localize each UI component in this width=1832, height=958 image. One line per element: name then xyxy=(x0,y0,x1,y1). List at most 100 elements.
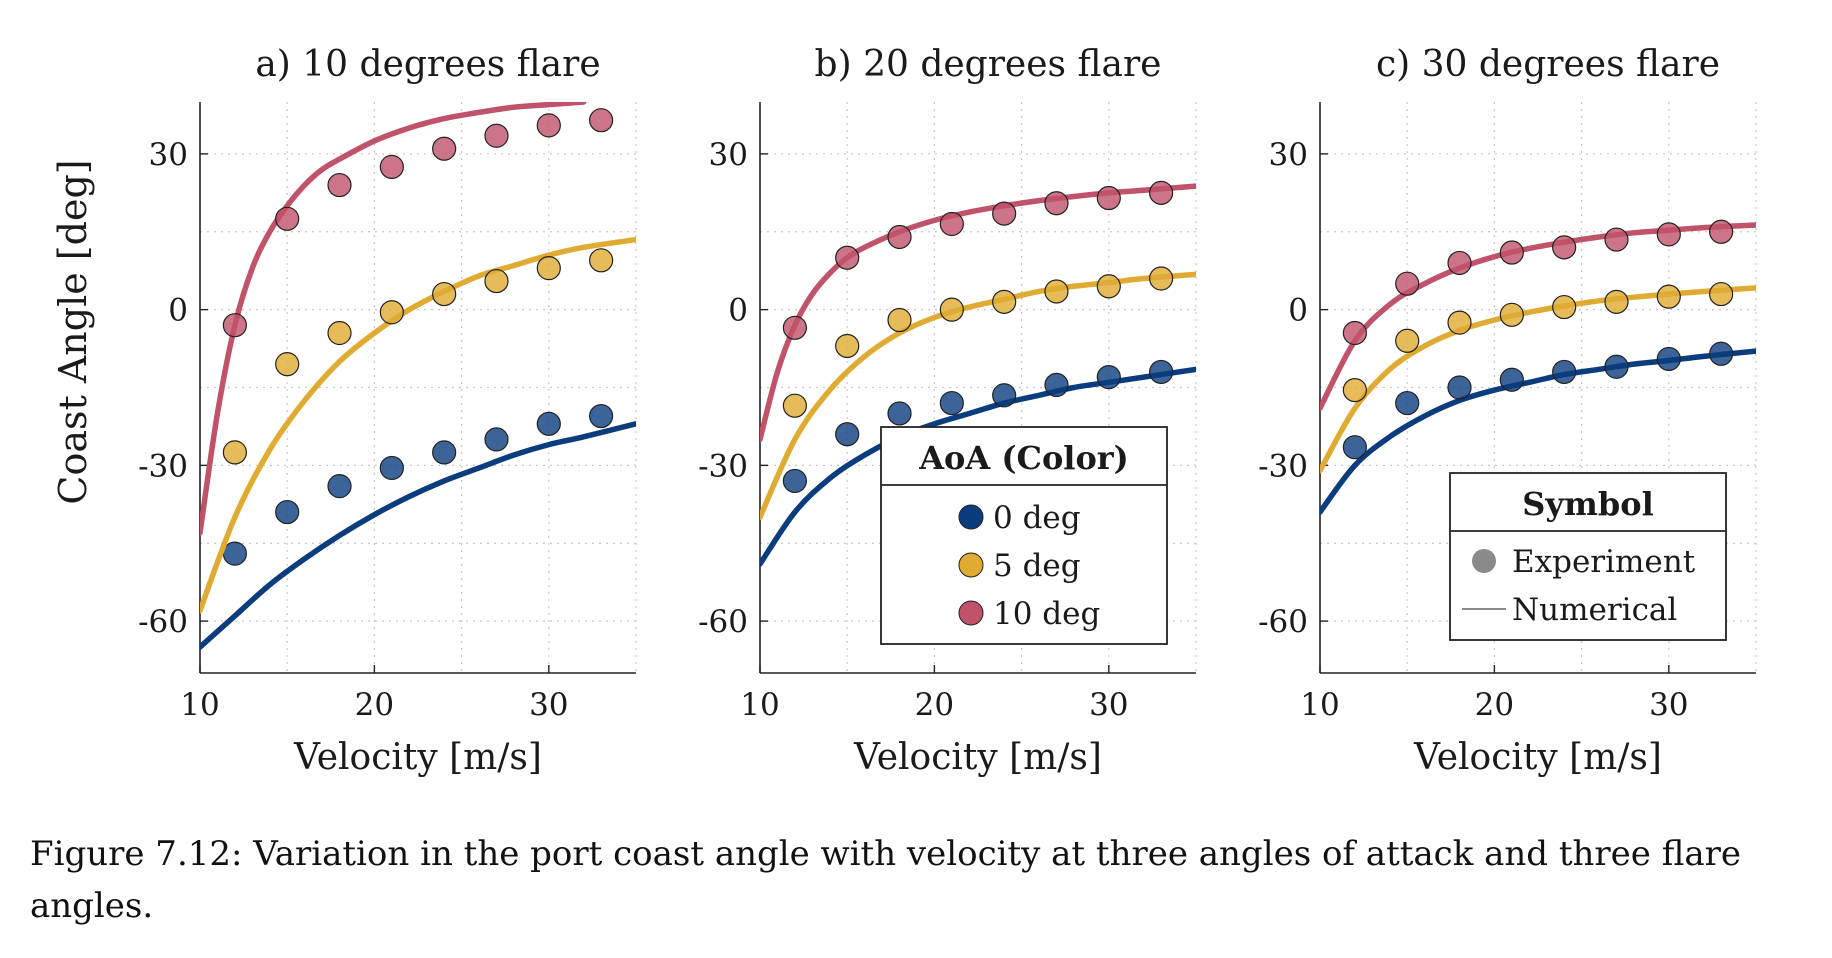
experiment-point xyxy=(1395,328,1420,353)
series-5-deg xyxy=(1320,281,1756,474)
series-10-deg xyxy=(760,180,1196,443)
experiment-point xyxy=(379,154,404,179)
y-tick-label: 0 xyxy=(1288,293,1308,329)
experiment-point xyxy=(1149,180,1174,205)
legend-box xyxy=(880,426,1168,645)
series-0-deg xyxy=(200,403,636,650)
y-tick-label: 0 xyxy=(168,293,188,329)
chart-panel-2: 10 20 30 -60 -30 0 30 b) 20 degrees flare Veloci… xyxy=(698,44,1197,778)
experiment-point xyxy=(992,201,1017,226)
experiment-point xyxy=(589,403,614,429)
experiment-point xyxy=(222,440,247,465)
legends: AoA (Color) 0 deg 5 deg 10 deg Symbol Experim… xyxy=(880,426,1727,645)
y-axis-label: Coast Angle [deg] xyxy=(51,159,95,504)
x-tick-label: 20 xyxy=(1475,687,1514,723)
series-10-deg xyxy=(1320,219,1756,412)
x-axis-label: Velocity [m/s] xyxy=(293,737,542,778)
experiment-point xyxy=(1656,346,1681,372)
y-tick-label: 30 xyxy=(709,137,748,173)
x-tick-label: 30 xyxy=(529,687,568,723)
experiment-point xyxy=(939,211,964,237)
experiment-point xyxy=(1044,372,1069,398)
experiment-point xyxy=(939,390,964,416)
legend-box xyxy=(1449,472,1727,641)
experiment-point xyxy=(1499,367,1524,392)
series-10-deg xyxy=(200,102,614,536)
x-axis-label: Velocity [m/s] xyxy=(1413,737,1662,778)
series-0-deg xyxy=(1320,341,1756,515)
experiment-point xyxy=(1342,435,1367,460)
experiment-point xyxy=(1342,377,1367,403)
experiment-point xyxy=(1447,375,1472,400)
experiment-point xyxy=(327,474,352,499)
chart-panels: 10 20 30 -60 -30 0 30 a) 10 degrees flare Veloci… xyxy=(138,44,1757,778)
experiment-point xyxy=(1149,266,1174,291)
experiment-point xyxy=(1096,365,1121,390)
x-tick-label: 10 xyxy=(180,687,219,723)
panel-title: a) 10 degrees flare xyxy=(255,44,600,85)
experiment-point xyxy=(432,136,457,161)
y-tick-label: -30 xyxy=(138,448,188,484)
experiment-point xyxy=(1604,227,1629,252)
experiment-point xyxy=(1709,219,1734,244)
legend-item-label: 0 deg xyxy=(993,500,1081,536)
experiment-point xyxy=(222,541,247,566)
legend-item-label: 10 deg xyxy=(993,596,1100,632)
series-5-deg xyxy=(200,236,636,614)
experiment-point xyxy=(484,268,509,294)
x-tick-label: 10 xyxy=(740,687,779,723)
experiment-point xyxy=(484,427,509,452)
experiment-point xyxy=(1552,359,1577,385)
experiment-point xyxy=(1709,281,1734,307)
legend-item-label: Experiment xyxy=(1512,544,1696,580)
experiment-point xyxy=(1096,185,1121,211)
experiment-point xyxy=(275,206,300,231)
y-tick-label: 30 xyxy=(149,137,188,173)
legend-color-swatch xyxy=(958,552,984,578)
experiment-point xyxy=(222,313,247,338)
numerical-curve xyxy=(200,421,636,650)
legend-color-swatch xyxy=(958,504,984,530)
experiment-point xyxy=(536,113,561,138)
series-0-deg xyxy=(760,359,1196,567)
experiment-point xyxy=(275,352,300,377)
x-tick-label: 30 xyxy=(1649,687,1688,723)
figure-caption: Figure 7.12: Variation in the port coast… xyxy=(30,834,1742,926)
experiment-point xyxy=(1604,354,1629,379)
experiment-point xyxy=(1709,341,1734,366)
experiment-point xyxy=(432,440,457,465)
experiment-point xyxy=(992,289,1017,314)
figure-canvas: Coast Angle [deg] 10 20 30 -60 -30 0 30 a) 10 d… xyxy=(51,44,1757,778)
experiment-point xyxy=(379,300,404,325)
experiment-point xyxy=(1044,279,1069,304)
x-tick-label: 30 xyxy=(1089,687,1128,723)
y-tick-label: -60 xyxy=(698,604,748,640)
x-axis-label: Velocity [m/s] xyxy=(853,737,1102,778)
y-tick-label: -30 xyxy=(1258,448,1308,484)
experiment-point xyxy=(1096,274,1121,299)
x-tick-label: 20 xyxy=(355,687,394,723)
numerical-curve xyxy=(200,236,636,614)
legend-title: AoA (Color) xyxy=(918,439,1129,477)
chart-panel-3: 10 20 30 -60 -30 0 30 c) 30 degrees flare Veloci… xyxy=(1258,44,1757,778)
y-tick-label: 0 xyxy=(728,293,748,329)
experiment-point xyxy=(1552,294,1577,320)
legend-item-label: Numerical xyxy=(1512,592,1677,628)
experiment-point xyxy=(536,256,561,281)
legend-aoa: AoA (Color) 0 deg 5 deg 10 deg xyxy=(880,426,1168,645)
experiment-point xyxy=(887,401,912,426)
experiment-point xyxy=(275,499,300,525)
y-tick-label: -30 xyxy=(698,448,748,484)
experiment-point xyxy=(1447,310,1472,335)
numerical-curve xyxy=(760,183,1196,443)
experiment-point xyxy=(1447,250,1472,276)
experiment-point xyxy=(1044,191,1069,216)
experiment-point xyxy=(887,307,912,333)
experiment-point xyxy=(589,248,614,273)
experiment-point xyxy=(1656,222,1681,247)
experiment-point xyxy=(327,172,352,198)
experiment-point xyxy=(1656,284,1681,309)
experiment-point xyxy=(1552,235,1577,260)
legend-item-label: 5 deg xyxy=(993,548,1081,584)
experiment-point xyxy=(782,393,807,418)
